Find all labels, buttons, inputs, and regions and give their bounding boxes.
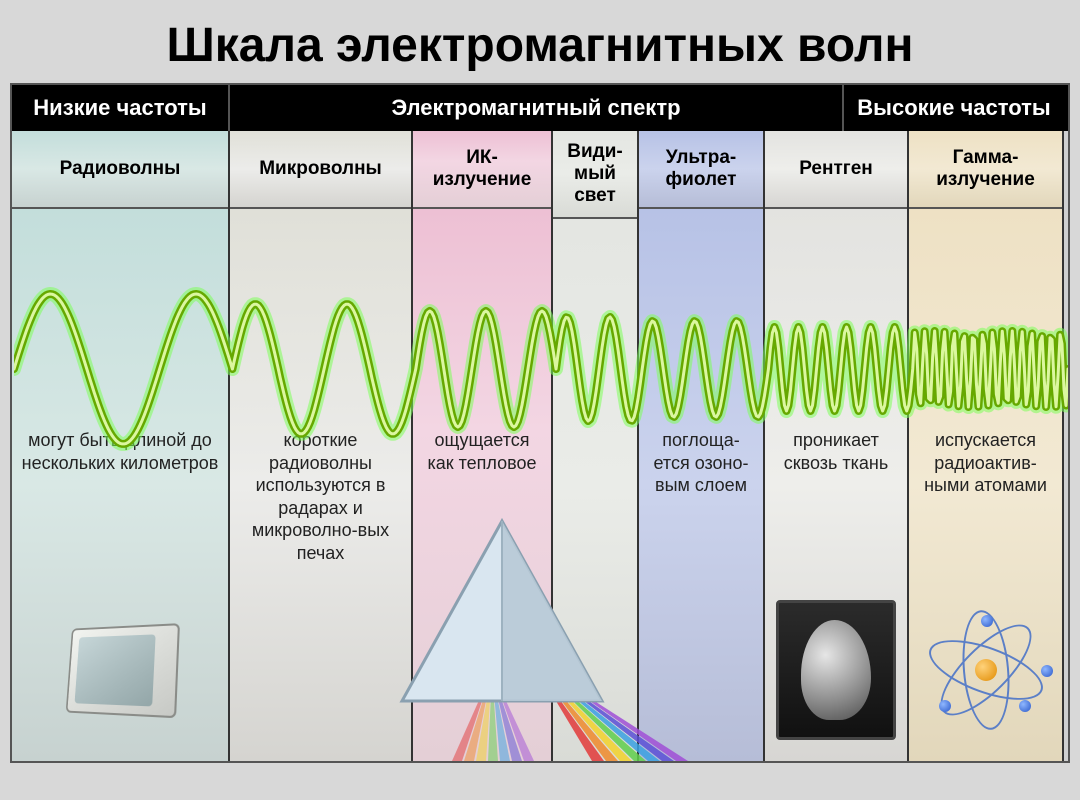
column-icon-uv — [639, 585, 763, 755]
atom-icon — [921, 605, 1051, 735]
column-micro: Микроволны короткие радиоволны используют… — [230, 131, 413, 761]
column-icon-ir — [413, 585, 551, 755]
column-uv: Ультра-фиолет поглоща-ется озоно-вым слое… — [639, 131, 765, 761]
column-desc-gamma: испускается радиоактив-ными атомами — [909, 429, 1062, 497]
topbar-low-freq-label: Низкие частоты — [33, 95, 206, 121]
column-gamma: Гамма-излучение испускается радиоактив-ны… — [909, 131, 1064, 761]
column-header-ir: ИК-излучение — [413, 131, 551, 209]
page-title: Шкала электромагнитных волн — [0, 0, 1080, 83]
column-body-xray: проникает сквозь ткань — [765, 209, 907, 761]
column-icon-visible — [553, 585, 637, 755]
topbar-high-freq: Высокие частоты — [844, 85, 1064, 131]
column-icon-micro — [230, 585, 411, 755]
column-xray: Рентген проникает сквозь ткань — [765, 131, 909, 761]
topbar-spectrum-label: Электромагнитный спектр — [391, 95, 680, 121]
column-body-micro: короткие радиоволны используются в радар… — [230, 209, 411, 761]
column-header-xray: Рентген — [765, 131, 907, 209]
column-radio: Радиоволны могут быть длиной до нескольки… — [12, 131, 230, 761]
column-desc-micro: короткие радиоволны используются в радар… — [230, 429, 411, 564]
spectrum-columns: Радиоволны могут быть длиной до нескольки… — [12, 131, 1068, 761]
column-desc-uv: поглоща-ется озоно-вым слоем — [639, 429, 763, 497]
column-header-radio: Радиоволны — [12, 131, 228, 209]
column-body-radio: могут быть длиной до нескольких километр… — [12, 209, 228, 761]
column-desc-radio: могут быть длиной до нескольких километр… — [12, 429, 228, 474]
column-icon-radio — [12, 585, 228, 755]
column-header-micro: Микроволны — [230, 131, 411, 209]
xray-icon — [776, 600, 896, 740]
top-bar: Низкие частоты Электромагнитный спектр В… — [12, 85, 1068, 131]
column-header-visible: Види-мый свет — [553, 131, 637, 219]
column-body-uv: поглоща-ется озоно-вым слоем — [639, 209, 763, 761]
column-body-gamma: испускается радиоактив-ными атомами — [909, 209, 1062, 761]
spectrum-panel: Низкие частоты Электромагнитный спектр В… — [10, 83, 1070, 763]
column-desc-xray: проникает сквозь ткань — [765, 429, 907, 474]
tv-icon — [60, 625, 180, 715]
column-header-uv: Ультра-фиолет — [639, 131, 763, 209]
column-ir: ИК-излучение ощущается как тепловое — [413, 131, 553, 761]
column-desc-ir: ощущается как тепловое — [413, 429, 551, 474]
column-icon-gamma — [909, 585, 1062, 755]
column-body-ir: ощущается как тепловое — [413, 209, 551, 761]
column-body-visible — [553, 219, 637, 761]
column-visible: Види-мый свет — [553, 131, 639, 761]
column-icon-xray — [765, 585, 907, 755]
column-header-gamma: Гамма-излучение — [909, 131, 1062, 209]
topbar-low-freq: Низкие частоты — [12, 85, 230, 131]
topbar-high-freq-label: Высокие частоты — [857, 95, 1050, 121]
topbar-spectrum: Электромагнитный спектр — [230, 85, 844, 131]
